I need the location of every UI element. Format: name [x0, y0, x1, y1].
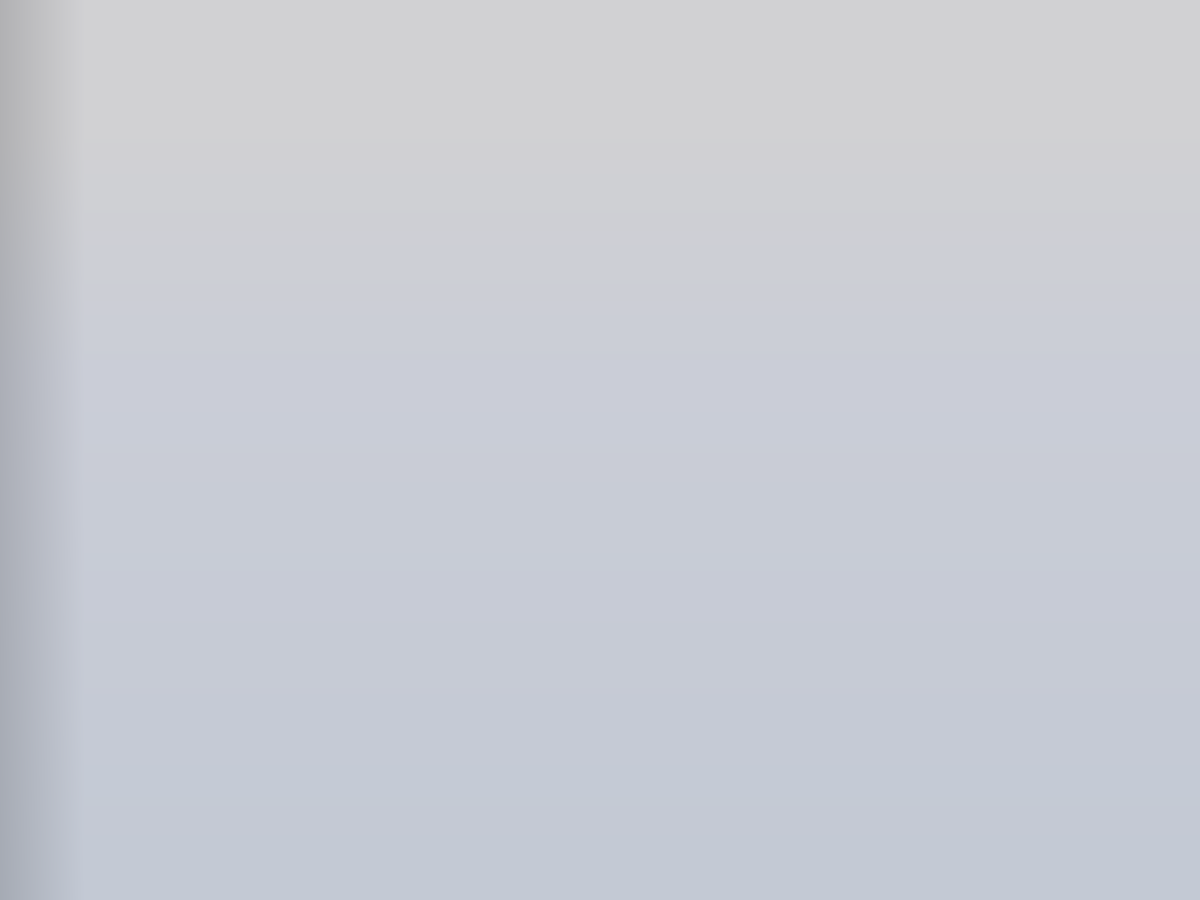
Text: 1.69 V: 1.69 V — [269, 674, 364, 702]
Text: for the non-standard state, but 25°C, voltaic cell shown below?: for the non-standard state, but 25°C, vo… — [239, 233, 1073, 258]
Text: Fe$^{3+}$(aq) + e$^{-}$: Fe$^{3+}$(aq) + e$^{-}$ — [239, 385, 430, 419]
Text: 1.53 V: 1.53 V — [269, 552, 364, 581]
Text: 1.37 V: 1.37 V — [269, 430, 364, 458]
Text: Zn(s) | Zn$^{2+}$(0.015 M) || Fe$^{2+}$ (0.020 M), Fe$^{3+}$ (1.3 M) | Pt(s): Zn(s) | Zn$^{2+}$(0.015 M) || Fe$^{2+}$ … — [239, 274, 1039, 310]
Text: What is the $\mathrm{E_{cell}}$: What is the $\mathrm{E_{cell}}$ — [239, 191, 446, 220]
Text: 1.60 V: 1.60 V — [269, 613, 362, 641]
Text: Zn$^{2+}$(aq) + 2e$^{-}$ $\rightleftharpoons$ Zn(s) E$^\circ$ = -0.76V: Zn$^{2+}$(aq) + 2e$^{-}$ $\rightleftharp… — [239, 337, 738, 371]
Text: Fe$^{2+}$(aq) E$^\circ$ = 0.77V: Fe$^{2+}$(aq) E$^\circ$ = 0.77V — [490, 385, 766, 419]
Text: 1.46 V: 1.46 V — [269, 491, 364, 519]
